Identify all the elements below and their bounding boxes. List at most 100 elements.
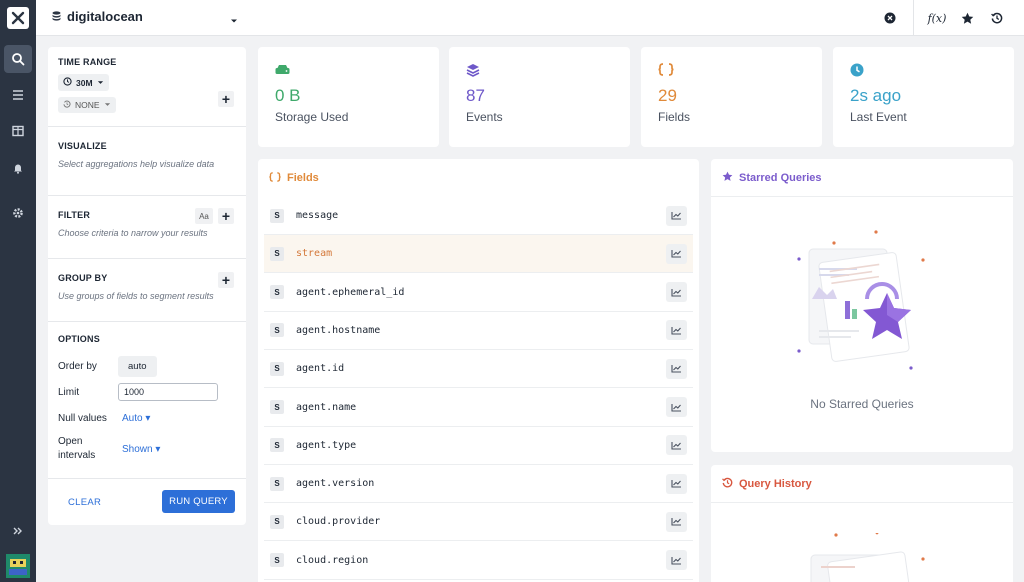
open-intervals-select[interactable]: Shown ▾ [122, 443, 161, 455]
clock-icon [63, 77, 72, 88]
last-event-label: Last Event [850, 110, 907, 124]
starred-queries-panel: Starred Queries No Starred Queries [711, 159, 1013, 452]
string-type-tag: S [270, 246, 284, 261]
compare-select[interactable]: NONE [58, 97, 116, 113]
string-type-tag: S [270, 476, 284, 491]
hard-drive-icon [275, 63, 290, 77]
field-name: agent.type [296, 439, 357, 451]
bell-icon[interactable] [4, 154, 32, 182]
line-chart-icon[interactable] [666, 397, 687, 417]
line-chart-icon[interactable] [666, 473, 687, 494]
string-type-tag: S [270, 361, 284, 376]
options-title: OPTIONS [58, 334, 100, 344]
run-query-button[interactable]: RUN QUERY [162, 490, 235, 513]
starred-header: Starred Queries [711, 159, 1013, 197]
left-rail [0, 0, 36, 582]
stat-card-events: 87 Events [449, 47, 630, 147]
add-group-by-button[interactable]: + [218, 272, 234, 288]
time-range-select[interactable]: 30M [58, 74, 109, 91]
add-filter-button[interactable]: + [218, 208, 234, 224]
add-visualize-button[interactable]: + [218, 91, 234, 107]
logo-x-icon [7, 7, 29, 29]
star-icon[interactable] [952, 0, 982, 36]
caret-down-icon [104, 100, 111, 110]
top-bar: digitalocean f(x) [36, 0, 1024, 36]
group-by-hint: Use groups of fields to segment results [58, 291, 214, 301]
starred-title: Starred Queries [739, 171, 822, 184]
order-by-label: Order by [58, 360, 97, 372]
braces-icon [658, 63, 674, 77]
string-type-tag: S [270, 514, 284, 529]
storage-label: Storage Used [275, 110, 349, 124]
open-intervals-label: Open intervals [58, 435, 122, 463]
line-chart-icon[interactable] [666, 205, 687, 226]
string-type-tag: S [270, 400, 284, 414]
avatar[interactable] [6, 554, 30, 578]
gear-icon[interactable] [4, 199, 32, 227]
string-type-tag: S [270, 553, 284, 568]
events-label: Events [466, 110, 503, 124]
line-chart-icon[interactable] [666, 282, 687, 303]
history-header: Query History [711, 465, 1013, 503]
stat-card-fields: 29 Fields [641, 47, 822, 147]
empty-star-illustration [797, 229, 937, 379]
close-circle-icon[interactable] [875, 0, 905, 36]
string-type-tag: S [270, 323, 284, 338]
null-values-select[interactable]: Auto ▾ [122, 412, 151, 424]
string-type-tag: S [270, 208, 284, 223]
function-icon[interactable]: f(x) [922, 0, 952, 36]
line-chart-icon[interactable] [666, 243, 687, 264]
braces-icon [269, 171, 281, 185]
clock-icon [850, 63, 864, 77]
line-chart-icon[interactable] [666, 435, 687, 456]
line-chart-icon[interactable] [666, 320, 687, 341]
datasource-selector[interactable]: digitalocean [52, 9, 143, 24]
last-event-value: 2s ago [850, 86, 902, 105]
field-name: cloud.provider [296, 516, 381, 528]
fields-header: Fields [258, 159, 699, 197]
case-sensitive-toggle[interactable]: Aa [195, 208, 213, 224]
null-values-value: Auto [122, 412, 143, 424]
clear-button[interactable]: CLEAR [68, 497, 102, 508]
time-range-section: TIME RANGE 30M NONE [48, 47, 246, 127]
fields-label: Fields [658, 110, 691, 124]
field-name: agent.ephemeral_id [296, 286, 405, 298]
divider [913, 0, 914, 36]
layers-icon [466, 63, 480, 77]
double-chevron-right-icon[interactable] [4, 517, 32, 545]
field-name: agent.hostname [296, 324, 381, 336]
compare-value: NONE [75, 100, 100, 110]
null-values-label: Null values [58, 412, 107, 424]
field-name: agent.id [296, 363, 345, 375]
field-name: stream [296, 248, 333, 260]
line-chart-icon[interactable] [666, 511, 687, 532]
fields-title: Fields [287, 172, 319, 184]
field-name: cloud.region [296, 554, 369, 566]
list-icon[interactable] [4, 81, 32, 109]
database-icon [52, 9, 61, 24]
visualize-section: VISUALIZE + Select aggregations help vis… [48, 91, 246, 196]
line-chart-icon[interactable] [666, 358, 687, 379]
field-name: agent.name [296, 401, 357, 413]
order-by-select[interactable]: auto [118, 355, 157, 377]
app-logo[interactable] [0, 0, 36, 36]
empty-history-illustration [799, 531, 929, 582]
options-section: OPTIONS Order by auto Limit Null values … [48, 322, 246, 479]
board-icon[interactable] [4, 117, 32, 145]
query-builder: TIME RANGE 30M NONE VISUALIZE + Select a… [48, 47, 246, 525]
line-chart-icon[interactable] [666, 550, 687, 571]
search-icon[interactable] [4, 45, 32, 73]
history-icon[interactable] [982, 0, 1012, 36]
chevron-down-icon[interactable] [230, 12, 238, 30]
limit-input[interactable] [118, 383, 218, 401]
